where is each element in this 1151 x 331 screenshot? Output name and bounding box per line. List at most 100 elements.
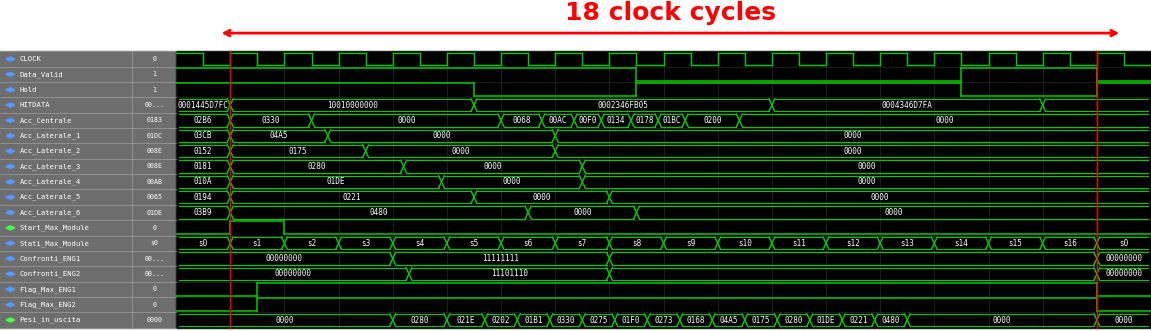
Text: 00...: 00...	[144, 271, 165, 277]
Text: 1: 1	[152, 71, 157, 77]
Text: 01DC: 01DC	[146, 133, 162, 139]
Text: 0000: 0000	[533, 193, 551, 202]
Text: 00000000: 00000000	[266, 254, 303, 263]
Text: Start_Max_Module: Start_Max_Module	[20, 224, 90, 231]
Text: 0175: 0175	[752, 315, 770, 324]
Text: 0: 0	[152, 225, 157, 231]
Text: s7: s7	[578, 239, 587, 248]
Text: 0181: 0181	[193, 162, 213, 171]
Text: 0000: 0000	[1114, 315, 1134, 324]
Text: 03CB: 03CB	[193, 131, 213, 140]
Text: HITDATA: HITDATA	[20, 102, 51, 108]
Text: Acc_Laterale_1: Acc_Laterale_1	[20, 132, 81, 139]
Text: 0200: 0200	[703, 116, 722, 125]
Text: 04A5: 04A5	[719, 315, 738, 324]
Text: 00...: 00...	[144, 256, 165, 261]
Text: 00...: 00...	[144, 102, 165, 108]
Text: s9: s9	[686, 239, 695, 248]
Text: Acc_Laterale_4: Acc_Laterale_4	[20, 178, 81, 185]
Text: s1: s1	[253, 239, 262, 248]
Text: 010A: 010A	[193, 177, 213, 186]
Text: s3: s3	[361, 239, 371, 248]
Text: 0000: 0000	[857, 162, 876, 171]
Text: 0000: 0000	[433, 131, 451, 140]
Text: 00AB: 00AB	[146, 179, 162, 185]
Polygon shape	[6, 287, 15, 291]
Text: 0330: 0330	[557, 315, 576, 324]
Text: 021E: 021E	[457, 315, 475, 324]
Text: 0000: 0000	[857, 177, 876, 186]
Text: 0194: 0194	[193, 193, 213, 202]
Text: 0480: 0480	[882, 315, 900, 324]
Text: s8: s8	[632, 239, 641, 248]
Text: s5: s5	[470, 239, 479, 248]
Text: s4: s4	[416, 239, 425, 248]
Text: Acc_Laterale_5: Acc_Laterale_5	[20, 194, 81, 201]
Text: 01F0: 01F0	[622, 315, 640, 324]
Text: 0: 0	[152, 56, 157, 62]
Text: 0000: 0000	[275, 315, 294, 324]
Text: 0000: 0000	[503, 177, 521, 186]
Polygon shape	[6, 57, 15, 61]
Text: 008E: 008E	[146, 164, 162, 169]
Text: Flag_Max_ENG2: Flag_Max_ENG2	[20, 301, 76, 308]
Text: 0221: 0221	[849, 315, 868, 324]
Text: Pesi_in_uscita: Pesi_in_uscita	[20, 317, 81, 323]
Text: 0000: 0000	[146, 317, 162, 323]
Polygon shape	[6, 118, 15, 122]
Polygon shape	[6, 165, 15, 168]
Text: Stati_Max_Module: Stati_Max_Module	[20, 240, 90, 247]
Polygon shape	[6, 226, 15, 230]
Polygon shape	[6, 195, 15, 199]
Text: 11111111: 11111111	[482, 254, 519, 263]
Text: 0175: 0175	[289, 147, 307, 156]
Polygon shape	[6, 257, 15, 260]
Text: 0178: 0178	[635, 116, 654, 125]
Text: 00AC: 00AC	[549, 116, 567, 125]
Text: 0: 0	[152, 302, 157, 307]
Text: 0280: 0280	[307, 162, 326, 171]
Text: Hold: Hold	[20, 87, 37, 93]
Text: s12: s12	[846, 239, 860, 248]
Text: 0330: 0330	[261, 116, 280, 125]
Text: 0202: 0202	[491, 315, 510, 324]
Text: 01DE: 01DE	[146, 210, 162, 215]
Text: 0000: 0000	[993, 315, 1012, 324]
Text: 0000: 0000	[871, 193, 890, 202]
Polygon shape	[6, 103, 15, 107]
Polygon shape	[6, 303, 15, 307]
Text: 11101110: 11101110	[490, 269, 527, 278]
Text: 0134: 0134	[607, 116, 625, 125]
Text: Acc_Centrale: Acc_Centrale	[20, 117, 73, 124]
Text: 0221: 0221	[343, 193, 361, 202]
Text: 04A5: 04A5	[269, 131, 288, 140]
Text: Flag_Max_ENG1: Flag_Max_ENG1	[20, 286, 76, 293]
Text: 0000: 0000	[936, 116, 954, 125]
Text: s10: s10	[738, 239, 752, 248]
Text: 0000: 0000	[573, 208, 592, 217]
Text: 0000: 0000	[884, 208, 904, 217]
Text: 10010000000: 10010000000	[327, 101, 378, 110]
Polygon shape	[6, 241, 15, 245]
Text: 0002346FB05: 0002346FB05	[597, 101, 648, 110]
Text: Acc_Laterale_2: Acc_Laterale_2	[20, 148, 81, 155]
Text: s13: s13	[900, 239, 914, 248]
Text: 0000: 0000	[844, 147, 862, 156]
Text: Confronti_ENG2: Confronti_ENG2	[20, 271, 81, 277]
Text: 008E: 008E	[146, 148, 162, 154]
Text: 1: 1	[152, 87, 157, 93]
Text: 0273: 0273	[654, 315, 673, 324]
Polygon shape	[6, 134, 15, 138]
Text: s15: s15	[1008, 239, 1022, 248]
Text: 0065: 0065	[146, 194, 162, 200]
Text: 0280: 0280	[411, 315, 429, 324]
Text: 00F0: 00F0	[579, 116, 597, 125]
Text: 01BC: 01BC	[663, 116, 681, 125]
Polygon shape	[6, 318, 15, 322]
Polygon shape	[6, 180, 15, 184]
Text: 00000000: 00000000	[1105, 254, 1143, 263]
Text: 0280: 0280	[784, 315, 802, 324]
Text: 0480: 0480	[369, 208, 388, 217]
Text: s6: s6	[524, 239, 533, 248]
Text: 0168: 0168	[687, 315, 706, 324]
